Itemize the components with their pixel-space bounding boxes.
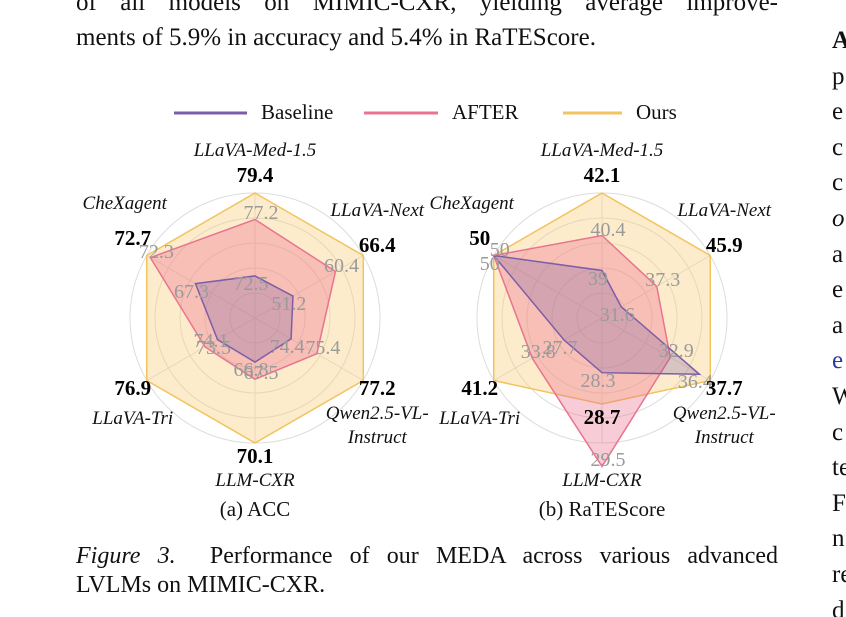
axis-label: LLaVA-Next (677, 199, 772, 221)
subcaption: (a) ACC (219, 497, 291, 521)
value-label: 72.7 (114, 225, 152, 250)
grid-spoke (146, 317, 256, 381)
value-label: 33.8 (520, 341, 556, 364)
value-label: 51.2 (271, 293, 307, 316)
column-fragment: a (832, 311, 844, 339)
legend-label: Baseline (261, 100, 334, 124)
subcaption: (b) RaTEScore (538, 497, 666, 521)
value-label: 50 (479, 252, 500, 275)
value-label: 66.4 (358, 232, 396, 257)
column-fragment: F (832, 489, 846, 517)
value-label: 72.5 (233, 272, 269, 295)
caption-text: LVLMs on MIMIC-CXR. (76, 572, 326, 598)
axis-label: Qwen2.5-VL-Instruct (325, 402, 429, 448)
grid-spoke (493, 255, 603, 319)
column-fragment: W (832, 383, 846, 410)
value-label: 41.2 (461, 375, 499, 400)
radar-area (194, 275, 294, 364)
column-fragment: a (832, 240, 844, 268)
value-label: 50 (469, 225, 491, 250)
column-fragment: te (832, 454, 846, 482)
column-fragment: re (832, 561, 846, 588)
grid-spoke (601, 317, 711, 381)
value-label: 67.5 (243, 362, 279, 385)
value-label: 36.4 (677, 371, 713, 394)
value-label: 70.1 (236, 444, 274, 468)
column-fragment: c (832, 418, 844, 446)
value-label: 32.9 (658, 340, 694, 363)
body-text: ments of 5.9% in accuracy and 5.4% in Ra… (76, 24, 596, 51)
value-label: 74.1 (193, 329, 229, 352)
value-label: 40.4 (590, 218, 626, 241)
column-fragment: c (832, 133, 844, 161)
radar-area (491, 254, 702, 376)
axis-label: CheXagent (82, 192, 167, 214)
value-label: 73.5 (196, 336, 232, 359)
value-label: 72.3 (138, 240, 174, 263)
value-label: 37.7 (705, 375, 743, 400)
legend-label: AFTER (452, 100, 519, 124)
column-fragment: n (832, 525, 845, 553)
value-label: 74.4 (269, 335, 305, 358)
column-fragment: e (832, 347, 844, 375)
caption-text: Performance of our MEDA across various a… (209, 543, 778, 569)
grid-spoke (254, 255, 364, 319)
axis-label: LLaVA-Med-1.5 (540, 140, 664, 161)
value-label: 37.3 (645, 269, 681, 292)
value-label: 27.7 (542, 336, 578, 359)
column-fragment: e (832, 98, 844, 126)
value-label: 31.6 (599, 303, 635, 326)
value-label: 79.4 (236, 163, 274, 187)
axis-label: LLaVA-Tri (439, 407, 521, 429)
column-fragment: o (832, 205, 845, 232)
value-label: 76.9 (114, 375, 152, 400)
legend-label: Ours (636, 100, 677, 124)
value-label: 28.3 (580, 369, 616, 392)
column-fragment: d (832, 596, 845, 617)
value-label: 75.4 (305, 336, 341, 359)
column-fragment: c (832, 169, 844, 197)
axis-label: LLM-CXR (562, 470, 642, 491)
axis-label: LLaVA-Med-1.5 (193, 140, 317, 161)
value-label: 29.5 (590, 449, 626, 472)
value-label: 67.3 (173, 280, 209, 303)
column-fragment: e (832, 276, 844, 304)
value-label: 77.2 (358, 375, 396, 400)
value-label: 28.7 (583, 404, 621, 429)
caption-label: Figure 3. (76, 543, 176, 569)
axis-label: LLaVA-Tri (92, 407, 174, 429)
axis-label: LLaVA-Next (330, 199, 425, 221)
value-label: 77.2 (243, 202, 279, 225)
value-label: 42.1 (583, 163, 621, 187)
column-fragment: A (832, 27, 846, 54)
value-label: 60.4 (323, 254, 359, 277)
grid-spoke (146, 255, 256, 319)
value-label: 45.9 (705, 232, 743, 257)
axis-label: LLM-CXR (215, 470, 295, 491)
axis-label: CheXagent (429, 192, 514, 214)
figure-caption: Figure 3. Performance of our MEDA across… (76, 541, 778, 571)
column-fragment: p (832, 62, 845, 90)
radar-area (145, 192, 365, 444)
grid-spoke (254, 317, 364, 381)
value-label: 50 (489, 238, 510, 261)
grid-spoke (493, 317, 603, 381)
body-text: of all models on MIMIC-CXR, yielding ave… (76, 0, 778, 16)
value-label: 66.8 (233, 359, 269, 382)
value-label: 39 (588, 267, 608, 290)
axis-label: Qwen2.5-VL-Instruct (672, 402, 776, 448)
